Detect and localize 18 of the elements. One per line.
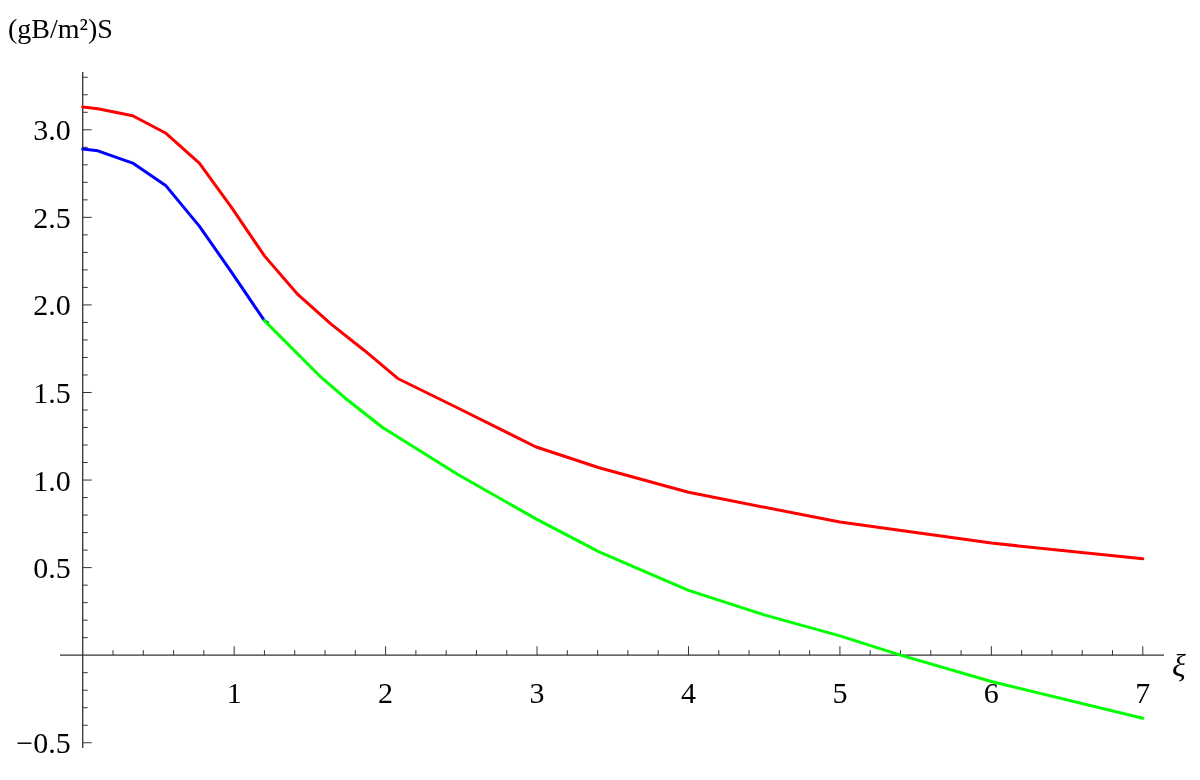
x-tick-label: 5	[832, 676, 848, 710]
x-axis-title: ξ	[1172, 647, 1186, 684]
line-series	[81, 105, 1145, 561]
x-tick-label: 1	[226, 676, 242, 710]
y-tick-label: 3.0	[33, 113, 71, 147]
x-tick-label: 7	[1135, 676, 1151, 710]
y-tick-label: 2.0	[33, 288, 71, 322]
y-tick-label: 1.5	[33, 375, 71, 409]
y-tick-label: 1.0	[33, 463, 71, 497]
x-tick-label: 4	[680, 676, 696, 710]
y-tick-label: −0.5	[16, 726, 71, 760]
y-tick-label: 0.5	[33, 551, 71, 585]
x-tick-label: 2	[378, 676, 394, 710]
line-series	[81, 147, 269, 324]
y-axis-title: (gB/m²)S	[8, 13, 113, 44]
y-tick-label: 2.5	[33, 200, 71, 234]
x-tick-label: 6	[983, 676, 999, 710]
x-tick-label: 3	[529, 676, 545, 710]
